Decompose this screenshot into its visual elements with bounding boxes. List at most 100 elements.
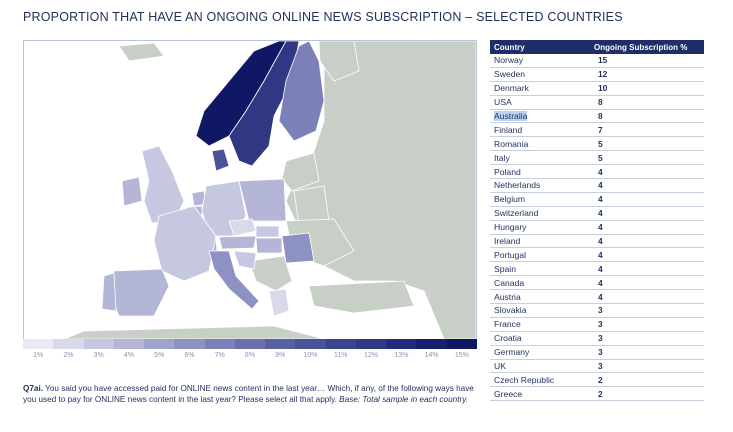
country-label: Portugal (494, 249, 527, 260)
surveyed-countries (101, 41, 325, 317)
row-value: 8 (598, 111, 603, 121)
country-france (153, 205, 217, 282)
legend-swatch (53, 339, 84, 349)
color-scale-legend: 1% 2% 3% 4% 5% 6% 7% 8% 9% 10% 11% 12% 13% 14% 15% (23, 339, 477, 359)
row-country: France (490, 319, 594, 329)
country-label: Denmark (494, 83, 529, 94)
row-value: 5 (598, 152, 603, 163)
country-label: Ireland (494, 236, 521, 247)
legend-swatch (144, 339, 175, 349)
country-label: France (494, 319, 521, 330)
row-country: Sweden (490, 69, 594, 79)
country-label: Austria (494, 291, 521, 302)
row-country: USA (490, 97, 594, 107)
north-africa (63, 325, 325, 339)
legend-label: 7% (214, 352, 225, 359)
row-country: Denmark (490, 83, 594, 93)
kola-region (318, 41, 360, 82)
row-value: 4 (598, 180, 603, 191)
legend-swatch (416, 339, 447, 349)
base-note: Base: Total sample in each country. (339, 395, 468, 404)
country-label: Slovakia (494, 305, 527, 316)
balkans (248, 255, 293, 292)
legend-swatches (23, 339, 477, 349)
row-value: 4 (598, 236, 603, 247)
table-row: UK 3 (490, 360, 704, 374)
country-slovakia (255, 225, 280, 238)
row-value: 4 (598, 166, 603, 177)
table-row: USA 8 (490, 96, 704, 110)
legend-labels: 1% 2% 3% 4% 5% 6% 7% 8% 9% 10% 11% 12% 13% 14% 15% (23, 352, 477, 359)
country-austria (218, 235, 257, 250)
question-id: Q7ai. (23, 384, 44, 393)
row-value: 4 (598, 222, 603, 233)
country-label: UK (494, 361, 506, 372)
country-label: Romania (494, 138, 529, 149)
row-value: 5 (598, 138, 603, 149)
country-label: Italy (494, 152, 510, 163)
row-value: 3 (598, 347, 603, 358)
legend-swatch (174, 339, 205, 349)
country-label: Switzerland (494, 208, 539, 219)
country-denmark (211, 148, 230, 172)
header-subscription: Ongoing Subscription % (594, 42, 688, 52)
row-value: 7 (598, 124, 603, 135)
table-row: Belgium 4 (490, 193, 704, 207)
row-value: 15 (598, 55, 608, 66)
row-country: Slovakia (490, 305, 594, 315)
chart-title: PROPORTION THAT HAVE AN ONGOING ONLINE N… (23, 10, 623, 24)
row-country: Poland (490, 167, 594, 177)
table-row: Denmark 10 (490, 82, 704, 96)
table-body: Norway 15 Sweden 12 Denmark 10 USA 8 Australia 8 F… (490, 54, 704, 402)
table-row: Netherlands 4 (490, 179, 704, 193)
legend-swatch (113, 339, 145, 349)
country-label: USA (494, 97, 512, 108)
row-country: Czech Republic (490, 375, 594, 385)
country-greece (268, 288, 290, 317)
country-croatia (233, 250, 257, 270)
row-country: Norway (490, 55, 594, 65)
legend-label: 15% (454, 352, 469, 359)
legend-swatch (446, 339, 477, 349)
country-czech (228, 218, 257, 237)
legend-swatch (295, 339, 326, 349)
legend-swatch (234, 339, 266, 349)
legend-label: 6% (184, 352, 195, 359)
legend-label: 13% (394, 352, 409, 359)
legend-label: 10% (303, 352, 318, 359)
table-row: Croatia 3 (490, 332, 704, 346)
row-value: 12 (598, 69, 608, 80)
country-label: Netherlands (494, 180, 541, 191)
country-label: Canada (494, 277, 525, 288)
header-country: Country (494, 42, 525, 52)
row-value: 10 (598, 83, 608, 94)
table-row: Spain 4 (490, 262, 704, 277)
row-country: UK (490, 361, 594, 371)
table-row: Finland 7 (490, 123, 704, 138)
table-row: Portugal 4 (490, 248, 704, 263)
row-value: 3 (598, 319, 603, 330)
legend-swatch (386, 339, 417, 349)
country-label: Belgium (494, 194, 526, 205)
table-row: France 3 (490, 318, 704, 332)
legend-swatch (83, 339, 114, 349)
table-row: Australia 8 (490, 110, 704, 124)
table-row: Slovakia 3 (490, 304, 704, 318)
country-label: Germany (494, 347, 530, 358)
country-label: Finland (494, 124, 523, 135)
legend-label: 3% (93, 352, 104, 359)
turkey (308, 280, 415, 314)
table-row: Greece 2 (490, 387, 704, 402)
table-row: Austria 4 (490, 290, 704, 305)
legend-label: 1% (33, 352, 44, 359)
row-country: Portugal (490, 250, 594, 260)
row-country: Netherlands (490, 180, 594, 190)
legend-label: 5% (154, 352, 165, 359)
row-country: Greece (490, 389, 594, 399)
country-label: Poland (494, 166, 521, 177)
row-value: 3 (598, 361, 603, 372)
row-country: Ireland (490, 236, 594, 246)
row-country: Romania (490, 139, 594, 149)
question-text: You said you have accessed paid for ONLI… (23, 384, 474, 404)
row-value: 4 (598, 194, 603, 205)
